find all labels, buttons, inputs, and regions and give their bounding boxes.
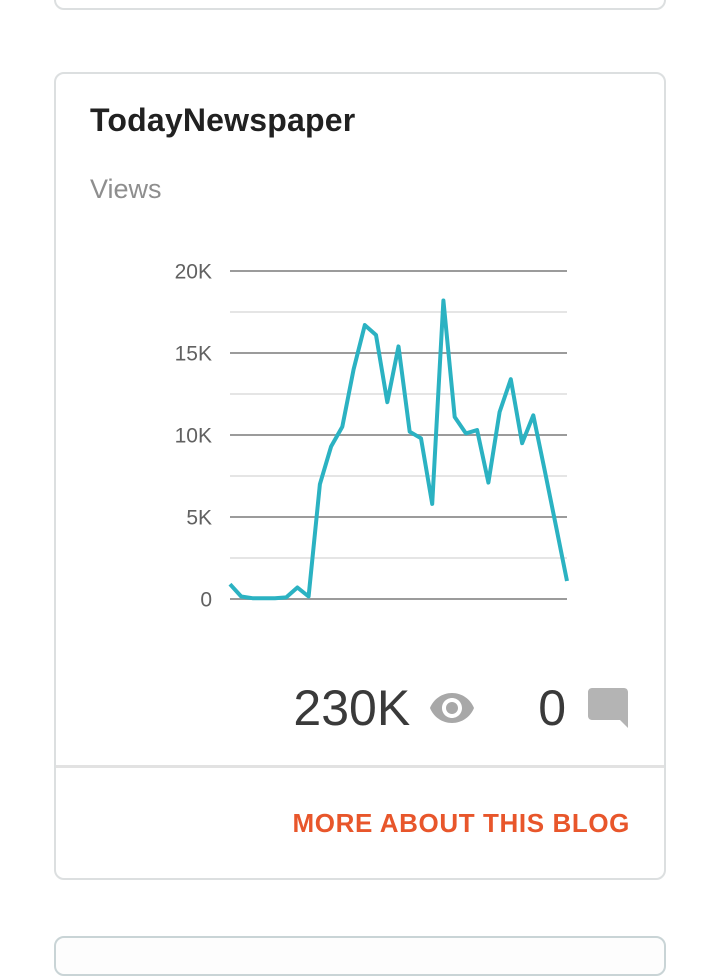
chart-views-label: Views [90, 174, 162, 204]
y-axis-tick-label: 10K [175, 425, 212, 448]
stats-page: TodayNewspaper Views 0 5K 10K 15K 20K 230K 0… [54, 0, 666, 976]
stats-row: 230K 0 [293, 680, 632, 736]
card-divider [56, 765, 664, 768]
y-axis-tick-label: 0 [200, 589, 212, 612]
views-line-series [228, 298, 569, 601]
y-axis-tick-label: 15K [175, 343, 212, 366]
eye-icon [430, 693, 475, 723]
comments-stat-group: 0 [538, 679, 632, 737]
more-about-blog-link[interactable]: MORE ABOUT THIS BLOG [292, 808, 630, 838]
blog-stats-card: TodayNewspaper Views 0 5K 10K 15K 20K 230K 0… [54, 72, 666, 880]
views-stat-group: 230K [293, 679, 476, 737]
comments-count: 0 [538, 680, 566, 736]
previous-card-partial [54, 0, 666, 10]
views-chart: 0 5K 10K 15K 20K [175, 261, 569, 612]
next-card-partial [54, 936, 666, 976]
y-axis-tick-label: 5K [186, 507, 212, 530]
y-axis-tick-label: 20K [175, 261, 212, 284]
comment-bubble-icon [588, 688, 628, 728]
views-count: 230K [293, 680, 411, 736]
blog-title: TodayNewspaper [90, 102, 356, 138]
